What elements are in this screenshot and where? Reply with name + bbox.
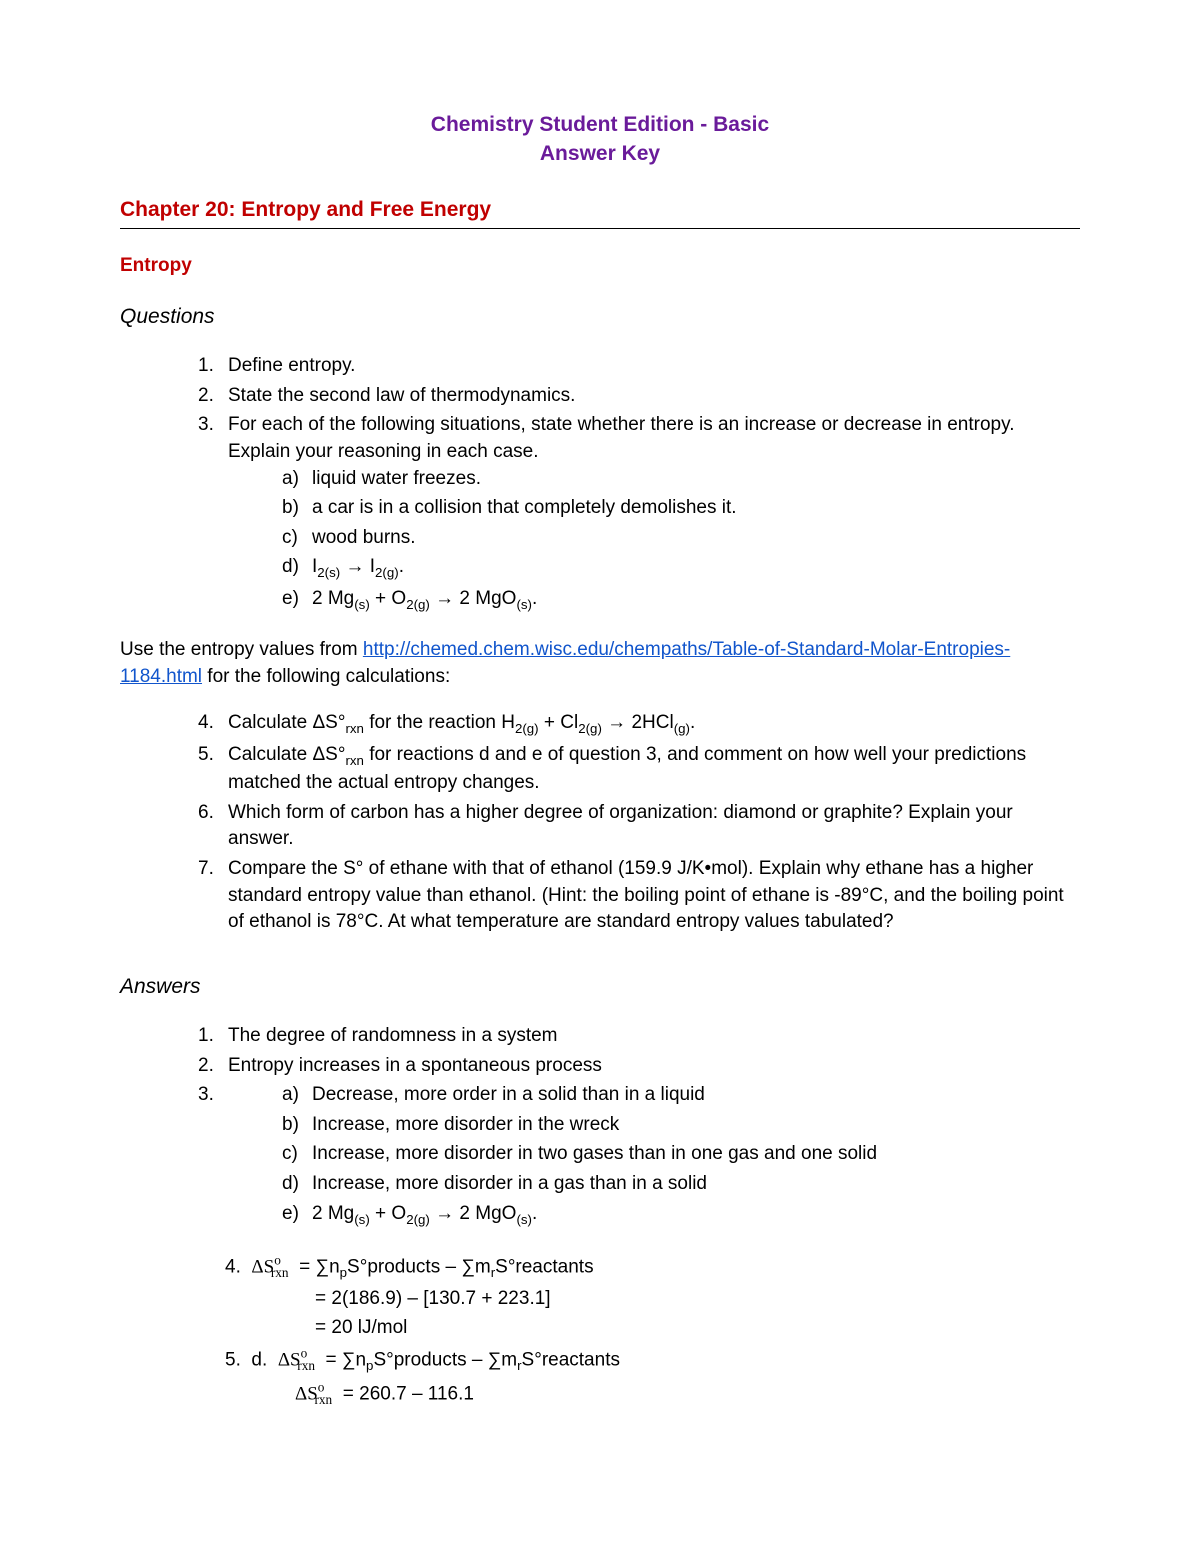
sub-item: e) 2 Mg(s) + O2(g) → 2 MgO(s).	[282, 586, 1080, 614]
answer-4: 4. ΔSorxn = ∑npS°products – ∑mrS°reactan…	[120, 1252, 1080, 1283]
answer-item: 3. a) Decrease, more order in a solid th…	[198, 1082, 1080, 1232]
sub-text: liquid water freezes.	[312, 466, 481, 493]
answer-4-line3: = 20 lJ/mol	[120, 1315, 1080, 1342]
item-number: 3.	[198, 1082, 228, 1232]
sub-item: b) a car is in a collision that complete…	[282, 495, 1080, 522]
link-intro: Use the entropy values from	[120, 639, 363, 660]
link-outro: for the following calculations:	[202, 666, 450, 687]
answers-heading: Answers	[120, 972, 1080, 1001]
sub-item: e) 2 Mg(s) + O2(g) → 2 MgO(s).	[282, 1201, 877, 1229]
question-text: Calculate ΔS°rxn for the reaction H2(g) …	[228, 710, 695, 738]
question-item: 5. Calculate ΔS°rxn for reactions d and …	[198, 742, 1080, 797]
answer-text: The degree of randomness in a system	[228, 1023, 558, 1050]
question-text: Which form of carbon has a higher degree…	[228, 800, 1080, 853]
title-line-2: Answer Key	[120, 139, 1080, 168]
question-text: Calculate ΔS°rxn for reactions d and e o…	[228, 742, 1080, 797]
questions-list-continued: 4. Calculate ΔS°rxn for the reaction H2(…	[120, 710, 1080, 935]
item-number: 1.	[198, 1023, 228, 1050]
chapter-heading: Chapter 20: Entropy and Free Energy	[120, 195, 1080, 224]
item-letter: b)	[282, 1112, 312, 1139]
question-text: Define entropy.	[228, 353, 355, 380]
item-letter: e)	[282, 1201, 312, 1229]
sub-list: a) liquid water freezes. b) a car is in …	[228, 466, 1080, 615]
item-number: 7.	[198, 856, 228, 936]
sub-text: 2 Mg(s) + O2(g) → 2 MgO(s).	[312, 1201, 537, 1229]
answer-text: a) Decrease, more order in a solid than …	[228, 1082, 877, 1232]
item-number: 2.	[198, 383, 228, 410]
title-line-1: Chemistry Student Edition - Basic	[120, 110, 1080, 139]
question-text: For each of the following situations, st…	[228, 412, 1080, 617]
divider	[120, 228, 1080, 229]
sub-item: c) wood burns.	[282, 525, 1080, 552]
question-item: 7. Compare the S° of ethane with that of…	[198, 856, 1080, 936]
item-letter: b)	[282, 495, 312, 522]
sub-text: Increase, more disorder in a gas than in…	[312, 1171, 707, 1198]
sub-text: 2 Mg(s) + O2(g) → 2 MgO(s).	[312, 586, 537, 614]
item-letter: e)	[282, 586, 312, 614]
question-text: State the second law of thermodynamics.	[228, 383, 575, 410]
item-number: 3.	[198, 412, 228, 617]
sub-text: I2(s) → I2(g).	[312, 554, 404, 582]
link-paragraph: Use the entropy values from http://cheme…	[120, 637, 1080, 690]
answer-item: 1. The degree of randomness in a system	[198, 1023, 1080, 1050]
item-letter: a)	[282, 1082, 312, 1109]
questions-heading: Questions	[120, 302, 1080, 331]
question-item: 1. Define entropy.	[198, 353, 1080, 380]
question-item: 3. For each of the following situations,…	[198, 412, 1080, 617]
sub-item: a) liquid water freezes.	[282, 466, 1080, 493]
item-letter: c)	[282, 525, 312, 552]
item-number: 1.	[198, 353, 228, 380]
sub-item: d) Increase, more disorder in a gas than…	[282, 1171, 877, 1198]
sub-text: a car is in a collision that completely …	[312, 495, 737, 522]
item-number: 4.	[198, 710, 228, 738]
section-heading: Entropy	[120, 253, 1080, 280]
sub-item: d) I2(s) → I2(g).	[282, 554, 1080, 582]
answer-text: Entropy increases in a spontaneous proce…	[228, 1053, 602, 1080]
question-text: Compare the S° of ethane with that of et…	[228, 856, 1080, 936]
item-number: 6.	[198, 800, 228, 853]
sub-text: Increase, more disorder in the wreck	[312, 1112, 619, 1139]
item-letter: d)	[282, 554, 312, 582]
sub-list: a) Decrease, more order in a solid than …	[228, 1082, 877, 1229]
sub-item: a) Decrease, more order in a solid than …	[282, 1082, 877, 1109]
item-number: 2.	[198, 1053, 228, 1080]
sub-text: Increase, more disorder in two gases tha…	[312, 1141, 877, 1168]
answer-4-line2: = 2(186.9) – [130.7 + 223.1]	[120, 1286, 1080, 1313]
document-title: Chemistry Student Edition - Basic Answer…	[120, 110, 1080, 169]
sub-item: c) Increase, more disorder in two gases …	[282, 1141, 877, 1168]
item-letter: d)	[282, 1171, 312, 1198]
question-item: 2. State the second law of thermodynamic…	[198, 383, 1080, 410]
question-item: 6. Which form of carbon has a higher deg…	[198, 800, 1080, 853]
answer-item: 2. Entropy increases in a spontaneous pr…	[198, 1053, 1080, 1080]
item-number: 5.	[198, 742, 228, 797]
questions-list: 1. Define entropy. 2. State the second l…	[120, 353, 1080, 617]
answers-list: 1. The degree of randomness in a system …	[120, 1023, 1080, 1232]
answer-5: 5. d. ΔSorxn = ∑npS°products – ∑mrS°reac…	[120, 1345, 1080, 1376]
sub-text: Decrease, more order in a solid than in …	[312, 1082, 705, 1109]
item-letter: c)	[282, 1141, 312, 1168]
item-letter: a)	[282, 466, 312, 493]
question-item: 4. Calculate ΔS°rxn for the reaction H2(…	[198, 710, 1080, 738]
sub-text: wood burns.	[312, 525, 416, 552]
sub-item: b) Increase, more disorder in the wreck	[282, 1112, 877, 1139]
answer-5-line2: ΔSorxn = 260.7 – 116.1	[120, 1379, 1080, 1410]
answers-section: Answers 1. The degree of randomness in a…	[120, 972, 1080, 1410]
